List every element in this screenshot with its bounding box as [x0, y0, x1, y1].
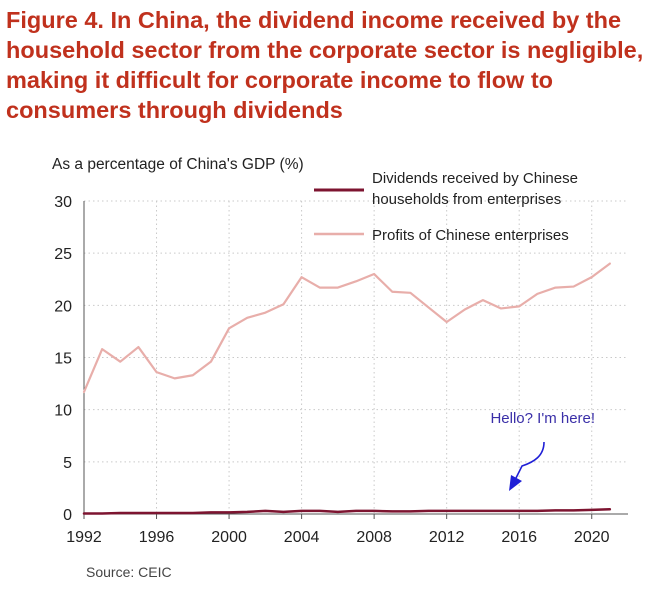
annotations: Hello? I'm here! — [490, 410, 595, 491]
axes: 0 5 10 15 20 25 30 1992 1996 2000 2004 2008 2012 2016… — [54, 194, 628, 546]
x-tick-label: 2000 — [211, 529, 247, 546]
y-tick-label: 25 — [54, 246, 72, 263]
figure-title: Figure 4. In China, the dividend income … — [6, 7, 644, 123]
y-tick-label: 15 — [54, 351, 72, 368]
x-tick-label: 1996 — [139, 529, 175, 546]
legend-label-dividends-line1: Dividends received by Chinese — [372, 170, 578, 187]
legend-label-profits: Profits of Chinese enterprises — [372, 227, 569, 244]
source-note: Source: CEIC — [86, 564, 172, 580]
legend-label-dividends-line2: households from enterprises — [372, 191, 561, 208]
annotation-arrow-curve — [514, 441, 545, 481]
y-axis-label: As a percentage of China's GDP (%) — [52, 156, 304, 173]
x-tick-label: 2020 — [574, 529, 610, 546]
grid-lines — [84, 200, 628, 514]
y-tick-label: 10 — [54, 403, 72, 420]
x-tick-label: 2004 — [284, 529, 320, 546]
y-tick-label: 30 — [54, 194, 72, 211]
y-tick-label: 5 — [63, 455, 72, 472]
series-line-dividends — [82, 508, 612, 515]
y-tick-label: 0 — [63, 507, 72, 524]
annotation-arrow-head — [509, 475, 522, 491]
series-lines — [82, 262, 612, 515]
legend: Dividends received by Chinese households … — [314, 170, 578, 244]
x-tick-label: 1992 — [66, 529, 102, 546]
series-line-profits — [82, 262, 611, 394]
x-tick-label: 2008 — [356, 529, 392, 546]
x-tick-label: 2016 — [501, 529, 537, 546]
x-tick-label: 2012 — [429, 529, 465, 546]
y-tick-label: 20 — [54, 298, 72, 315]
annotation-text: Hello? I'm here! — [490, 410, 595, 427]
